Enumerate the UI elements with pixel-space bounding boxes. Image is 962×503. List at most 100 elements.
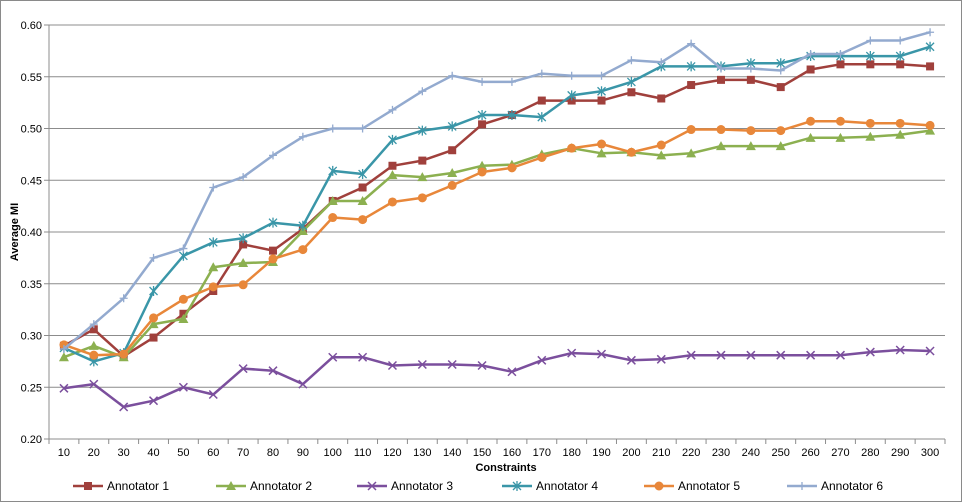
data-point — [835, 350, 845, 360]
data-point — [835, 116, 845, 126]
data-point — [298, 245, 308, 255]
data-point — [448, 71, 457, 80]
x-tick-label: 120 — [383, 447, 401, 459]
x-tick-label: 70 — [237, 447, 249, 459]
data-point — [58, 352, 69, 362]
data-point — [745, 141, 756, 151]
data-point — [507, 110, 517, 121]
x-tick-label: 260 — [801, 447, 819, 459]
data-point — [208, 237, 218, 248]
data-point — [626, 147, 636, 157]
series-line — [63, 120, 931, 357]
data-point — [269, 151, 277, 160]
x-tick-label: 240 — [742, 447, 760, 459]
series-line — [63, 63, 931, 358]
data-point — [417, 172, 428, 182]
series-6 — [59, 28, 935, 353]
data-point — [657, 94, 666, 103]
y-tick-label: 0.25 — [21, 382, 42, 394]
y-tick-label: 0.60 — [21, 20, 42, 32]
data-point — [477, 167, 487, 177]
data-point — [597, 96, 606, 105]
data-point — [567, 348, 577, 358]
legend-label: Annotator 5 — [678, 479, 740, 493]
data-point — [178, 294, 188, 304]
series-1 — [59, 60, 935, 361]
data-point — [387, 360, 397, 371]
data-point — [417, 193, 427, 203]
data-point — [327, 195, 338, 205]
data-point — [89, 325, 98, 334]
x-tick-label: 290 — [891, 447, 909, 459]
data-point — [477, 110, 487, 121]
x-tick-label: 80 — [267, 447, 279, 459]
data-point — [328, 165, 338, 176]
data-point — [717, 64, 725, 73]
data-point — [209, 183, 218, 192]
data-point — [507, 163, 517, 173]
data-point — [84, 482, 92, 490]
data-point — [865, 347, 875, 357]
data-point — [895, 118, 905, 128]
data-point — [656, 140, 666, 150]
data-point — [507, 77, 516, 86]
x-tick-label: 90 — [297, 447, 309, 459]
data-point — [448, 146, 457, 155]
x-tick-label: 10 — [58, 447, 70, 459]
data-point — [417, 125, 427, 136]
data-point — [537, 96, 546, 105]
data-point — [298, 132, 307, 141]
data-point — [686, 350, 696, 360]
legend-item-2: Annotator 2 — [216, 479, 312, 493]
series-4 — [59, 41, 935, 367]
data-point — [298, 379, 308, 389]
data-point — [388, 105, 397, 114]
data-point — [776, 83, 785, 92]
data-point — [418, 87, 427, 96]
x-tick-label: 130 — [413, 447, 431, 459]
data-point — [925, 120, 935, 130]
series-3 — [59, 345, 935, 412]
data-point — [896, 36, 905, 45]
legend-item-3: Annotator 3 — [357, 479, 453, 493]
data-point — [59, 383, 69, 393]
data-point — [627, 56, 636, 65]
data-point — [654, 481, 664, 491]
legend-item-5: Annotator 5 — [644, 479, 740, 493]
x-tick-label: 20 — [88, 447, 100, 459]
data-point — [656, 150, 667, 160]
gridlines — [49, 24, 945, 388]
x-tick-label: 160 — [503, 447, 521, 459]
data-point — [238, 280, 248, 290]
data-point — [895, 345, 905, 355]
x-tick-label: 40 — [147, 447, 159, 459]
data-point — [925, 41, 935, 52]
y-tick-label: 0.40 — [21, 227, 42, 239]
data-point — [358, 124, 367, 133]
data-point — [388, 134, 397, 145]
data-point — [896, 60, 905, 69]
data-point — [507, 367, 517, 377]
data-point — [447, 168, 458, 178]
x-tick-label: 150 — [473, 447, 491, 459]
data-point — [626, 355, 636, 365]
data-point — [596, 148, 607, 158]
data-point — [119, 402, 129, 412]
x-tick-label: 270 — [831, 447, 849, 459]
data-point — [865, 51, 875, 62]
legend-label: Annotator 3 — [391, 479, 453, 493]
data-point — [925, 346, 935, 356]
data-point — [208, 389, 218, 400]
data-point — [835, 132, 846, 142]
x-tick-label: 220 — [682, 447, 700, 459]
data-point — [806, 65, 815, 74]
data-point — [567, 143, 577, 153]
data-point — [597, 349, 607, 359]
y-tick-label: 0.20 — [21, 434, 42, 446]
data-point — [657, 58, 666, 67]
y-tick-label: 0.30 — [21, 331, 42, 343]
data-point — [537, 112, 547, 123]
data-point — [895, 51, 905, 62]
data-point — [89, 350, 99, 360]
